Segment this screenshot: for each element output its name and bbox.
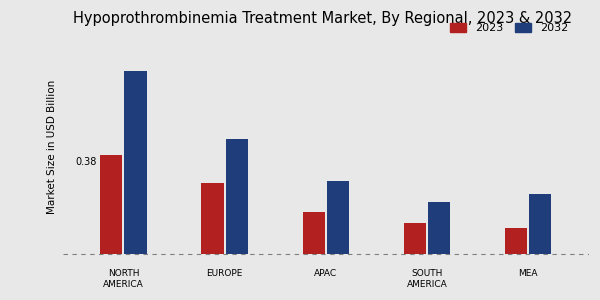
- Bar: [404, 223, 426, 254]
- Legend: 2023, 2032: 2023, 2032: [445, 19, 573, 38]
- Bar: [202, 183, 224, 254]
- Bar: [428, 202, 450, 254]
- Text: 0.38: 0.38: [76, 157, 97, 167]
- Bar: [226, 139, 248, 254]
- Bar: [124, 71, 146, 254]
- Y-axis label: Market Size in USD Billion: Market Size in USD Billion: [47, 80, 57, 214]
- Bar: [529, 194, 551, 254]
- Bar: [100, 154, 122, 254]
- Bar: [505, 228, 527, 254]
- Text: Hypoprothrombinemia Treatment Market, By Regional, 2023 & 2032: Hypoprothrombinemia Treatment Market, By…: [73, 11, 572, 26]
- Bar: [302, 212, 325, 254]
- Bar: [327, 181, 349, 254]
